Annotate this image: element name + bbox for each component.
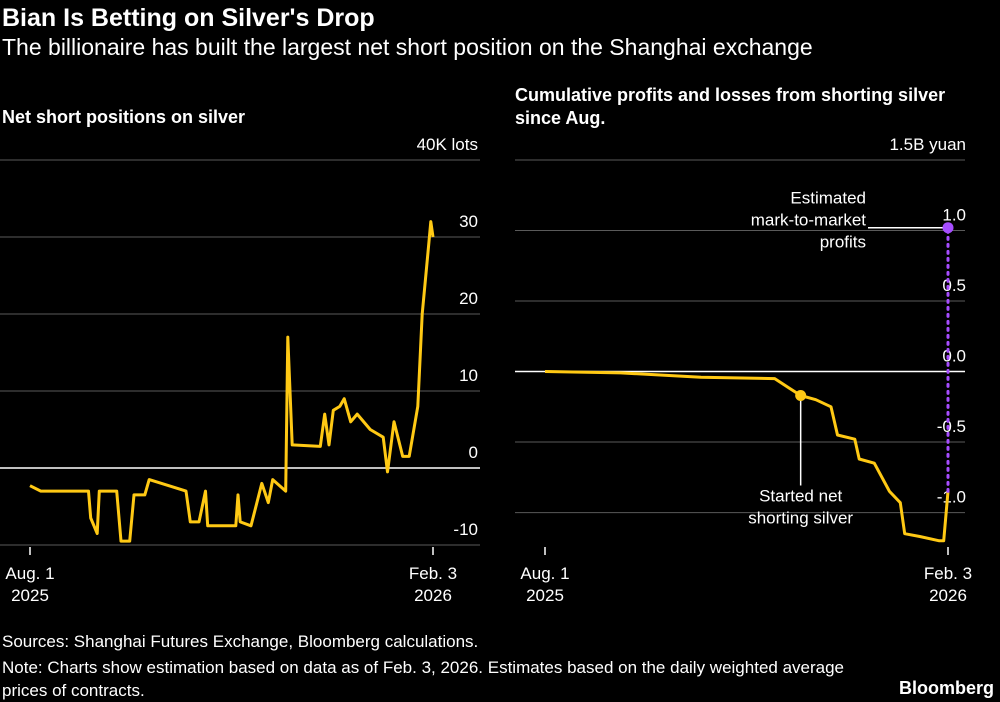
- y-tick-label: 40K lots: [417, 135, 478, 154]
- x-tick-label: Feb. 3 2026: [409, 564, 457, 605]
- y-tick-label: 20: [459, 289, 478, 308]
- title: Bian Is Betting on Silver's Drop: [2, 4, 375, 32]
- subtitle: The billionaire has built the largest ne…: [2, 34, 813, 60]
- note: Note: Charts show estimation based on da…: [2, 658, 845, 700]
- line: [29, 220, 435, 543]
- x-tick-label: Aug. 1 2025: [520, 564, 569, 605]
- logo: Bloomberg: [898, 678, 994, 698]
- annotation: Started net shorting silver: [748, 487, 853, 528]
- x-tick-label: Aug. 1 2025: [5, 564, 54, 605]
- annotation-marker: [795, 390, 807, 402]
- source: Sources: Shanghai Futures Exchange, Bloo…: [2, 632, 479, 651]
- y-tick-label: 1.5B yuan: [889, 135, 966, 154]
- y-tick-label: 0.0: [942, 347, 966, 366]
- charts: -10 0 10 20 30 40K lots Aug. 1 2025 Feb. 3 2026 -1…: [0, 135, 972, 605]
- y-tick-label: 0: [469, 443, 478, 462]
- y-tick-label: 10: [459, 366, 478, 385]
- y-tick-label: 30: [459, 212, 478, 231]
- y-tick-label: -1.0: [937, 488, 966, 507]
- y-tick-label: -10: [453, 520, 478, 539]
- y-tick-label: -0.5: [937, 417, 966, 436]
- annotation-marker: [942, 222, 954, 234]
- panel-title: Net short positions on silver: [2, 107, 246, 127]
- annotation: Estimated mark-to-market profits: [751, 189, 867, 252]
- y-tick-label: 0.5: [942, 276, 966, 295]
- y-tick-label: 1.0: [942, 206, 966, 225]
- x-tick-label: Feb. 3 2026: [924, 564, 972, 605]
- line: [544, 370, 950, 543]
- panel-title: Cumulative profits and losses from short…: [515, 85, 946, 128]
